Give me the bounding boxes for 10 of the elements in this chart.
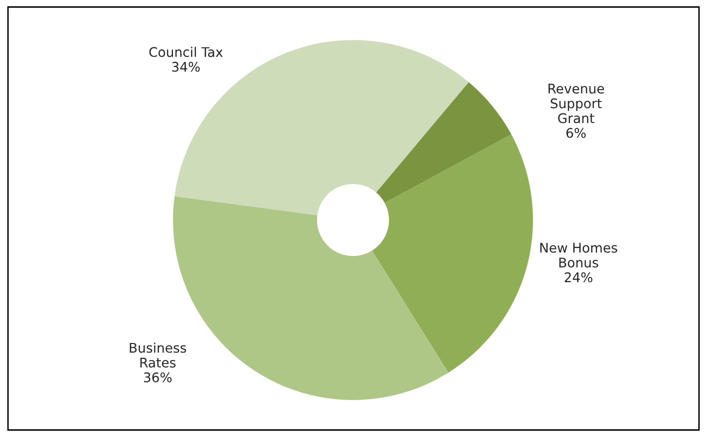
slice-label: Business Rates xyxy=(130,342,186,368)
slice-label: Revenue Support Grant xyxy=(548,84,604,124)
slice-label: New Homes Bonus xyxy=(540,242,618,268)
data-label: 34% xyxy=(172,62,200,72)
data-label: 36% xyxy=(144,372,172,382)
slice-label: Council Tax xyxy=(149,46,223,58)
data-label: 6% xyxy=(566,128,586,138)
donut-slice xyxy=(372,134,533,373)
data-label: 24% xyxy=(564,272,592,282)
donut-slice xyxy=(376,82,512,203)
